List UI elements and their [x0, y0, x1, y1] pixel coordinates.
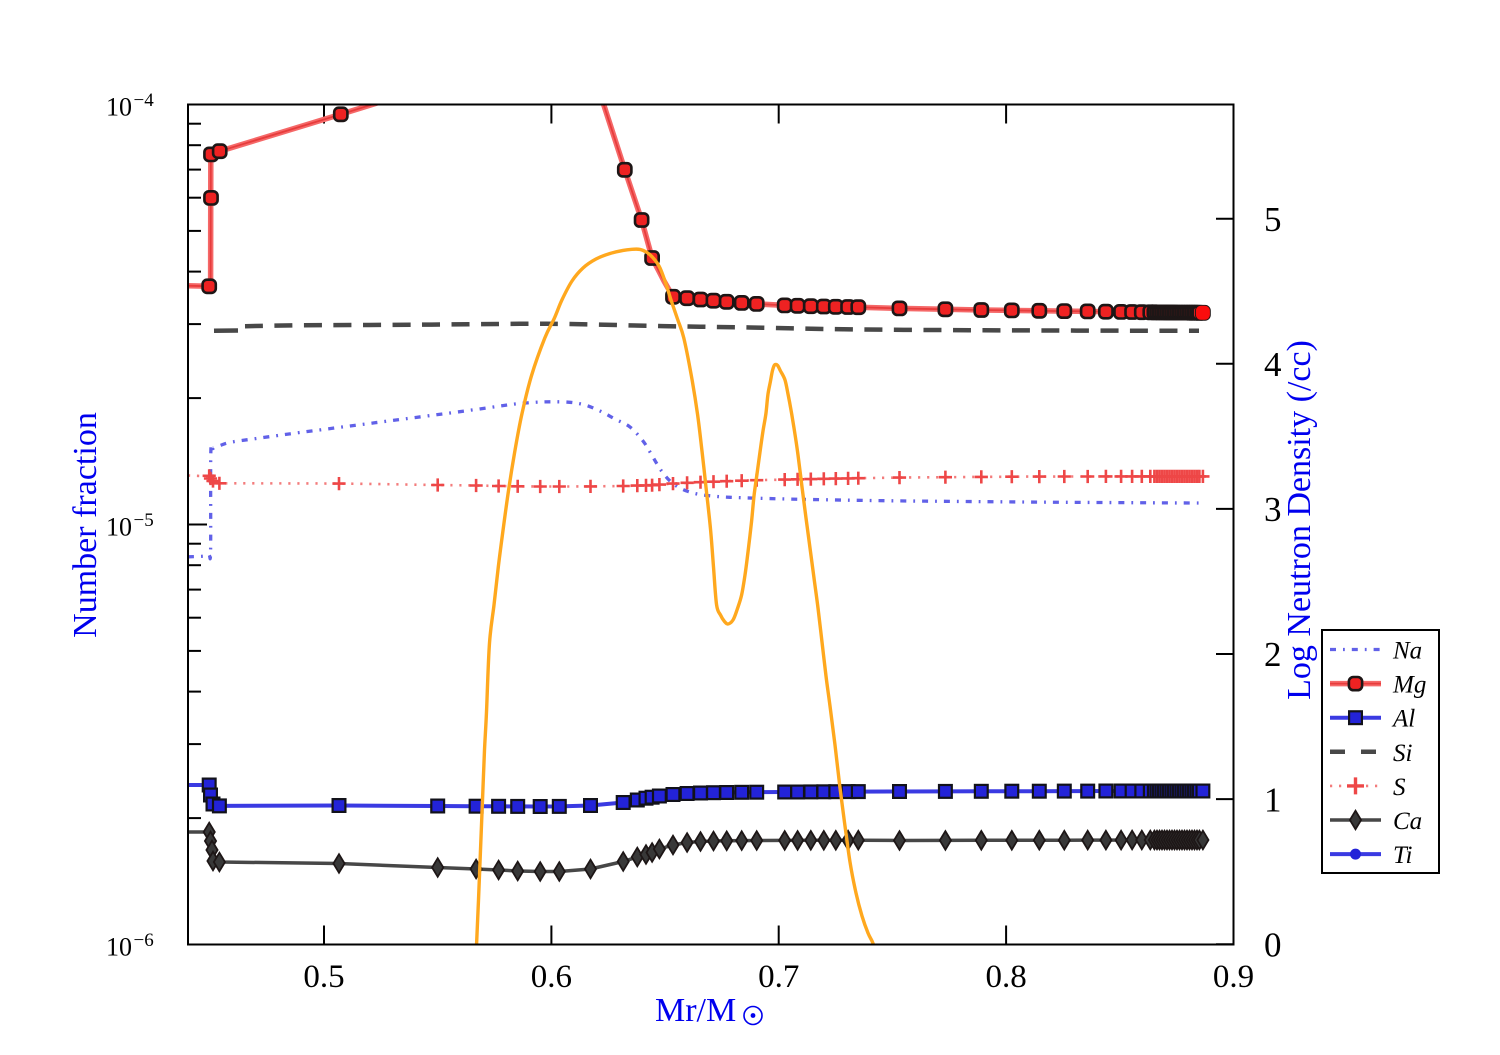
svg-text:Ca: Ca: [1393, 808, 1422, 835]
svg-text:0.8: 0.8: [985, 959, 1026, 995]
svg-text:0.5: 0.5: [303, 959, 344, 995]
svg-text:10: 10: [106, 93, 132, 122]
svg-text:Mg: Mg: [1392, 672, 1426, 699]
svg-text:Log Neutron Density (/cc): Log Neutron Density (/cc): [1281, 340, 1318, 700]
svg-text:−4: −4: [134, 90, 155, 111]
svg-text:3: 3: [1264, 490, 1282, 529]
svg-text:0: 0: [1264, 925, 1282, 964]
svg-text:S: S: [1393, 774, 1406, 801]
svg-text:0.6: 0.6: [531, 959, 572, 995]
svg-text:−5: −5: [134, 510, 154, 531]
svg-text:4: 4: [1264, 345, 1282, 384]
svg-text:Na: Na: [1392, 638, 1422, 665]
svg-text:Mr/M: Mr/M: [655, 992, 736, 1029]
svg-text:Ti: Ti: [1393, 842, 1413, 869]
svg-text:2: 2: [1264, 635, 1282, 674]
svg-text:Al: Al: [1391, 706, 1415, 733]
svg-text:10: 10: [106, 933, 132, 962]
svg-text:10: 10: [106, 513, 132, 542]
svg-text:5: 5: [1264, 200, 1282, 239]
svg-text:−6: −6: [134, 930, 154, 951]
svg-text:Si: Si: [1393, 740, 1413, 767]
svg-text:0.9: 0.9: [1213, 959, 1254, 995]
svg-text:0.7: 0.7: [758, 959, 799, 995]
svg-text:1: 1: [1264, 780, 1282, 819]
svg-text:Number fraction: Number fraction: [67, 412, 104, 638]
